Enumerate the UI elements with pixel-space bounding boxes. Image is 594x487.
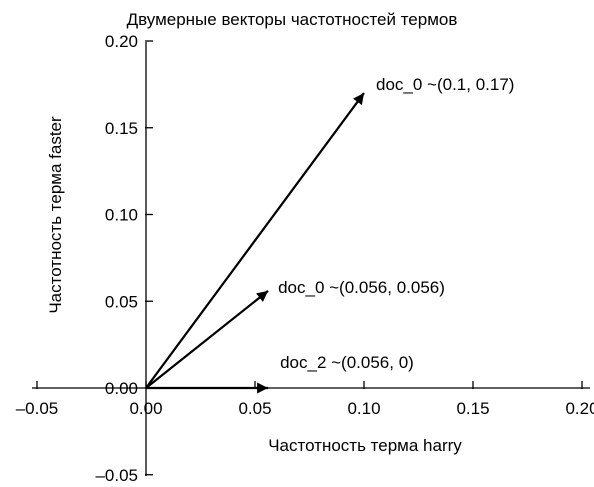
vector-label: doc_0 ~(0.1, 0.17) xyxy=(376,75,514,94)
vector-label: doc_0 ~(0.056, 0.056) xyxy=(278,278,445,297)
vector-label: doc_2 ~(0.056, 0) xyxy=(280,353,414,372)
chart-title: Двумерные векторы частотностей термов xyxy=(127,10,458,29)
y-ticks: –0.05 0.00 0.05 0.10 0.15 0.20 xyxy=(95,32,153,485)
vector-arrow xyxy=(145,289,269,389)
y-axis-label: Частотность терма faster xyxy=(46,116,65,314)
y-tick-label: 0.20 xyxy=(105,32,138,51)
x-tick-label: 0.20 xyxy=(565,399,594,418)
x-tick-label: 0.00 xyxy=(129,399,162,418)
x-tick-label: 0.05 xyxy=(238,399,271,418)
y-tick-label: 0.00 xyxy=(105,379,138,398)
x-tick-label: 0.10 xyxy=(347,399,380,418)
x-axis-label: Частотность терма harry xyxy=(268,436,462,455)
y-tick-label: –0.05 xyxy=(95,466,138,485)
x-tick-label: 0.15 xyxy=(456,399,489,418)
vector-arrow xyxy=(145,92,365,389)
y-tick-label: 0.10 xyxy=(105,206,138,225)
y-tick-label: 0.15 xyxy=(105,119,138,138)
x-tick-label: –0.05 xyxy=(16,399,59,418)
vectors: doc_0 ~(0.1, 0.17) doc_0 ~(0.056, 0.056) d… xyxy=(145,75,514,394)
x-ticks: –0.05 0.00 0.05 0.10 0.15 0.20 xyxy=(16,381,594,418)
y-tick-label: 0.05 xyxy=(105,292,138,311)
